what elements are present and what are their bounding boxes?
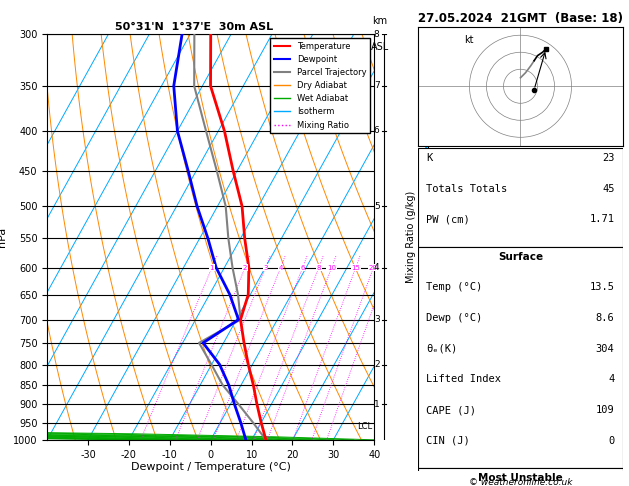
Text: PW (cm): PW (cm) [426,214,470,225]
Legend: Temperature, Dewpoint, Parcel Trajectory, Dry Adiabat, Wet Adiabat, Isotherm, Mi: Temperature, Dewpoint, Parcel Trajectory… [270,38,370,133]
Text: 304: 304 [596,344,615,354]
Text: 1: 1 [374,400,380,409]
Text: 2: 2 [374,360,380,369]
Text: 13.5: 13.5 [589,282,615,293]
Text: 50°31'N  1°37'E  30m ASL: 50°31'N 1°37'E 30m ASL [115,21,274,32]
Text: 15: 15 [351,265,360,271]
Text: 2: 2 [243,265,247,271]
Text: Lifted Index: Lifted Index [426,374,501,384]
Text: 4: 4 [279,265,282,271]
Text: CAPE (J): CAPE (J) [426,405,476,415]
Text: CIN (J): CIN (J) [426,436,470,446]
Text: 6: 6 [300,265,305,271]
Text: kt: kt [464,35,474,45]
Text: Totals Totals: Totals Totals [426,184,508,194]
Bar [418,468,623,486]
Text: 109: 109 [596,405,615,415]
Text: 4: 4 [608,374,615,384]
Text: Temp (°C): Temp (°C) [426,282,482,293]
Text: Mixing Ratio (g/kg): Mixing Ratio (g/kg) [406,191,416,283]
X-axis label: Dewpoint / Temperature (°C): Dewpoint / Temperature (°C) [131,462,291,472]
Text: 6: 6 [374,126,380,136]
Text: 8: 8 [316,265,321,271]
Text: 23: 23 [602,153,615,163]
Text: 8: 8 [374,30,380,38]
Text: 1.71: 1.71 [589,214,615,225]
Bar [418,148,623,247]
Text: K: K [426,153,433,163]
Bar [418,247,623,468]
Text: Most Unstable: Most Unstable [478,473,563,483]
Text: 0: 0 [608,436,615,446]
Text: 20: 20 [369,265,378,271]
Text: 4: 4 [374,263,380,272]
Text: 45: 45 [602,184,615,194]
Text: © weatheronline.co.uk: © weatheronline.co.uk [469,478,572,486]
Text: Dewp (°C): Dewp (°C) [426,313,482,323]
Y-axis label: hPa: hPa [0,227,8,247]
Text: 10: 10 [327,265,336,271]
Text: θₑ(K): θₑ(K) [426,344,458,354]
Text: 27.05.2024  21GMT  (Base: 18): 27.05.2024 21GMT (Base: 18) [418,12,623,25]
Text: LCL: LCL [357,421,372,431]
Text: 5: 5 [374,202,380,211]
Text: 1: 1 [209,265,214,271]
Text: 7: 7 [374,82,380,90]
Text: 8.6: 8.6 [596,313,615,323]
Text: Surface: Surface [498,252,543,261]
Text: 3: 3 [374,315,380,324]
Text: km: km [372,16,387,26]
Text: 3: 3 [263,265,268,271]
Text: ASL: ASL [370,42,389,52]
